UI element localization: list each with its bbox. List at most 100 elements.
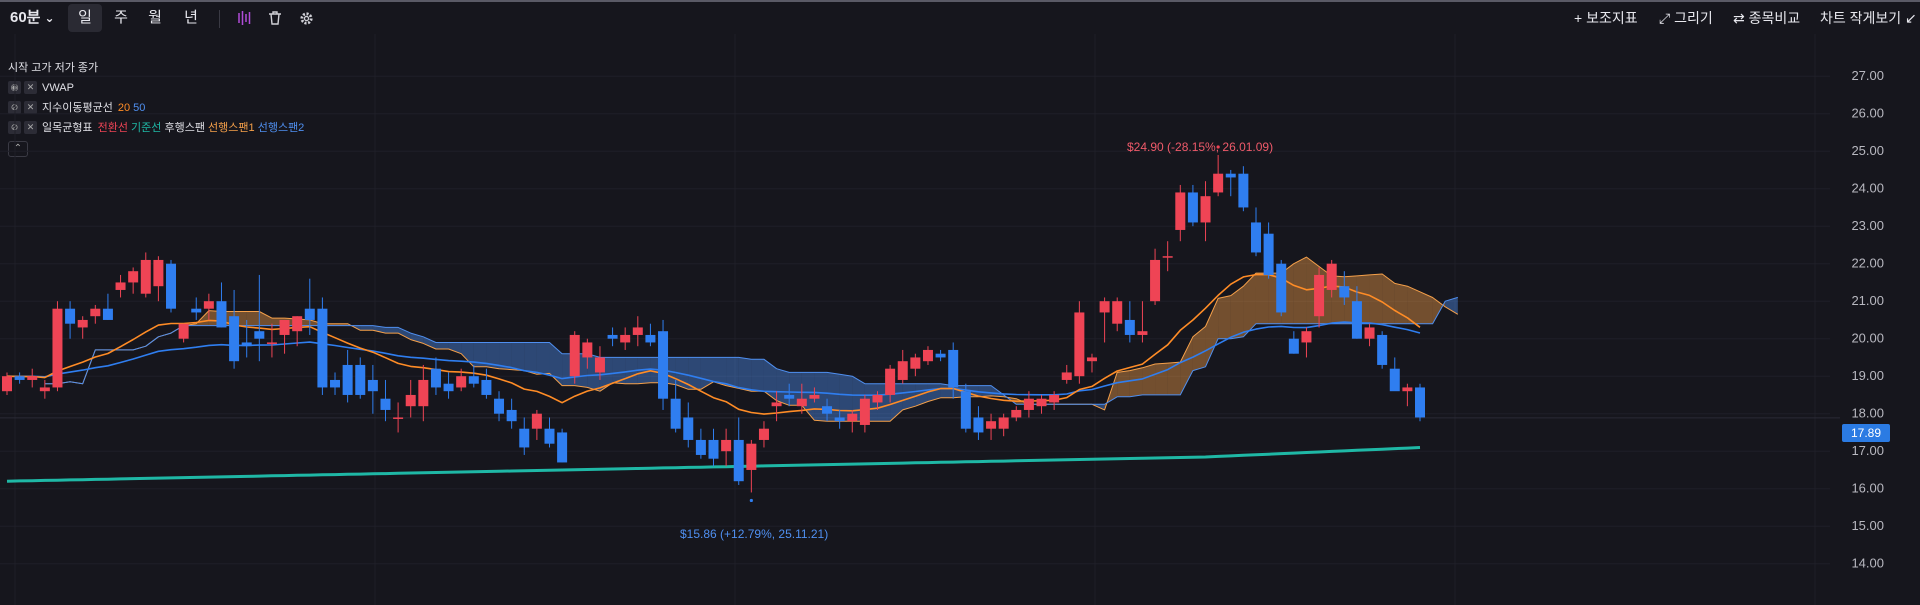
- candle-body: [960, 391, 971, 429]
- base-line-label: 기준선: [131, 122, 162, 134]
- period-day-tab[interactable]: 일: [68, 4, 102, 32]
- candle-body: [872, 394, 883, 403]
- close-icon[interactable]: ✕: [24, 120, 37, 134]
- candle-body: [519, 428, 530, 448]
- conversion-line-label: 전환선: [97, 122, 128, 134]
- candle-body: [506, 409, 517, 422]
- leading-span2-label: 선행스팬2: [257, 122, 305, 134]
- cloud-segment: [1192, 326, 1206, 371]
- candle-body: [266, 342, 277, 344]
- cloud-segment: [688, 357, 701, 390]
- price-chart[interactable]: 27.00 26.00 25.00 24.00 23.00 22.00 21.00 20.00…: [0, 34, 1920, 605]
- candle-body: [922, 349, 933, 362]
- candle-body: [746, 443, 757, 470]
- candle-body: [910, 357, 921, 369]
- candle-body: [721, 439, 732, 452]
- candle-body: [330, 379, 341, 388]
- cloud-segment: [385, 327, 399, 334]
- candle-body: [1377, 334, 1388, 365]
- close-icon[interactable]: ✕: [24, 100, 37, 114]
- candle-body: [1011, 409, 1022, 418]
- small-view-button[interactable]: 차트 작게보기 ↙: [1820, 2, 1917, 34]
- compare-button[interactable]: ⇄ 종목비교: [1733, 2, 1800, 34]
- candle-body: [90, 308, 101, 317]
- candle-body: [645, 334, 656, 343]
- candle-body: [39, 387, 50, 392]
- cloud-segment: [1293, 257, 1307, 324]
- cloud-segment: [1407, 286, 1420, 324]
- period-month-tab[interactable]: 월: [148, 9, 162, 26]
- candle-body: [683, 417, 694, 440]
- candle-body: [355, 364, 366, 395]
- cloud-segment: [776, 368, 790, 406]
- plus-icon: +: [1574, 10, 1587, 26]
- candles: [2, 154, 1425, 493]
- candle-body: [569, 334, 580, 377]
- cloud-segment: [461, 342, 474, 367]
- candle-body: [216, 301, 227, 328]
- candle-body: [1415, 387, 1425, 418]
- ema20-line: [6, 273, 1421, 415]
- ema-legend: ⊘ ✕ 지수이동평균선 20 50: [8, 100, 145, 116]
- candle-body: [998, 417, 1009, 429]
- draw-button[interactable]: ⤢ 그리기: [1659, 2, 1713, 34]
- candle-body: [607, 334, 618, 339]
- candle-body: [1162, 256, 1173, 258]
- close-icon[interactable]: ✕: [24, 80, 37, 94]
- candle-body: [1150, 259, 1161, 302]
- shrink-icon: ↙: [1901, 10, 1917, 26]
- candle-body: [128, 271, 139, 283]
- candle-body: [733, 439, 744, 482]
- cloud-segment: [246, 311, 260, 326]
- cloud-segment: [1394, 283, 1408, 324]
- high-annotation: $24.90 (-28.15%, 26.01.09): [1127, 140, 1274, 154]
- timeframe-select[interactable]: 60분 ⌄: [10, 2, 55, 34]
- candle-body: [229, 316, 240, 362]
- candle-body: [847, 413, 858, 422]
- candle-body: [1061, 372, 1072, 380]
- candle-body: [594, 357, 605, 373]
- candle-body: [279, 319, 290, 335]
- candle-body: [292, 316, 303, 332]
- candle-body: [1276, 263, 1287, 313]
- candle-body: [859, 398, 870, 425]
- cloud-segment: [499, 342, 512, 370]
- candle-body: [115, 282, 126, 290]
- candle-body: [1301, 331, 1312, 343]
- price-tick-label: 21.00: [1851, 293, 1884, 308]
- cloud-segment: [902, 383, 916, 410]
- trash-icon[interactable]: [264, 2, 286, 34]
- chart-toolbar: 60분 ⌄ 일 주 월 년 + 보조지표 ⤢ 그리기 ⇄ 종목비교 차트 작게보기…: [0, 0, 1920, 34]
- leading-span1-label: 선행스팬1: [208, 122, 255, 134]
- candle-body: [27, 376, 38, 380]
- cloud-segment: [423, 336, 436, 350]
- last-price-tag: 17.89: [1842, 424, 1890, 442]
- candle-body: [1124, 319, 1135, 335]
- cloud-segment: [612, 357, 626, 384]
- ema-period-50: 50: [133, 102, 146, 114]
- candle-body: [632, 327, 643, 335]
- candle-body: [1250, 222, 1261, 253]
- candle-body: [178, 323, 189, 339]
- candle-body: [241, 342, 252, 347]
- compare-label: 종목비교: [1748, 10, 1801, 26]
- cloud-segment: [486, 342, 500, 369]
- collapse-legend-button[interactable]: ⌃: [8, 141, 28, 157]
- candle-body: [153, 259, 164, 287]
- candle-body: [405, 394, 416, 407]
- price-tick-label: 19.00: [1851, 368, 1884, 383]
- candle-body: [1112, 301, 1123, 324]
- candle-body: [708, 439, 719, 459]
- gear-icon[interactable]: [295, 2, 317, 34]
- cloud-segment: [713, 357, 727, 386]
- period-week-tab[interactable]: 주: [114, 9, 128, 26]
- candle-body: [102, 308, 113, 320]
- vwap-label: VWAP: [42, 82, 74, 94]
- chevron-down-icon: ⌄: [44, 11, 55, 25]
- indicators-button[interactable]: + 보조지표: [1574, 2, 1638, 34]
- candle-body: [254, 331, 265, 339]
- candle-body: [582, 342, 593, 358]
- chart-type-icon[interactable]: [233, 2, 255, 34]
- price-tick-label: 20.00: [1851, 331, 1884, 346]
- period-year-tab[interactable]: 년: [184, 9, 198, 26]
